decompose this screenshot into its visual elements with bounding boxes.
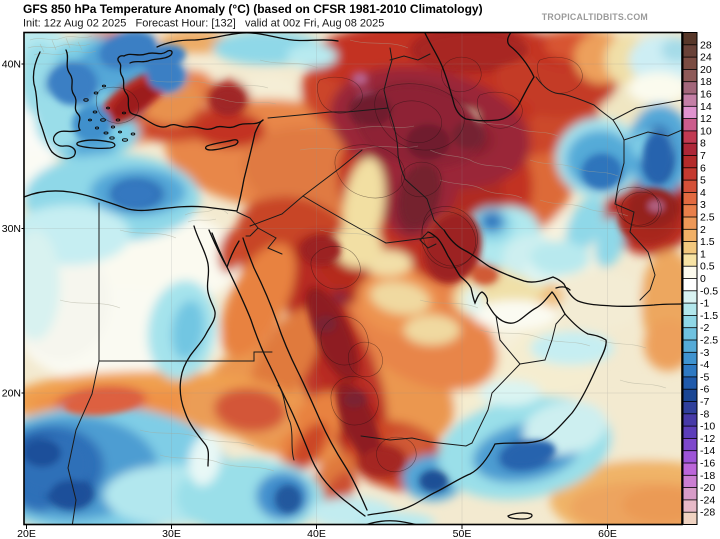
svg-text:-18: -18 [700,470,715,482]
svg-text:-16: -16 [700,458,715,470]
svg-text:GFS 850 hPa Temperature Anomal: GFS 850 hPa Temperature Anomaly (°C) (ba… [23,2,483,16]
svg-text:-8: -8 [700,408,709,420]
svg-text:2.5: 2.5 [700,212,715,224]
svg-text:7: 7 [700,150,706,162]
svg-text:-12: -12 [700,433,715,445]
svg-text:20E: 20E [17,528,36,539]
svg-text:8: 8 [700,138,706,150]
svg-text:-24: -24 [700,494,715,506]
svg-text:60E: 60E [598,528,617,539]
svg-text:Init: 12z Aug 02 2025 Foreca: Init: 12z Aug 02 2025 Forecast Hour: [13… [23,18,384,30]
svg-text:-20: -20 [700,482,715,494]
svg-text:-1.5: -1.5 [700,310,718,322]
svg-text:5: 5 [700,175,706,187]
svg-text:4: 4 [700,187,706,199]
svg-text:16: 16 [700,89,712,101]
svg-text:-6: -6 [700,384,709,396]
svg-text:12: 12 [700,113,712,125]
svg-text:-0.5: -0.5 [700,285,718,297]
svg-text:-2.5: -2.5 [700,335,718,347]
svg-text:-3: -3 [700,347,709,359]
svg-text:20: 20 [700,64,712,76]
svg-text:1.5: 1.5 [700,236,715,248]
svg-text:1: 1 [700,248,706,260]
svg-text:30E: 30E [162,528,181,539]
svg-text:-4: -4 [700,359,709,371]
svg-text:20N: 20N [2,388,21,400]
svg-text:-10: -10 [700,421,715,433]
svg-text:-1: -1 [700,298,709,310]
svg-text:0: 0 [700,273,706,285]
svg-text:2: 2 [700,224,706,236]
svg-text:TROPICALTIDBITS.COM: TROPICALTIDBITS.COM [542,12,648,22]
svg-text:3: 3 [700,199,706,211]
svg-text:18: 18 [700,76,712,88]
svg-text:24: 24 [700,52,712,64]
svg-text:30N: 30N [2,223,21,235]
svg-text:10: 10 [700,125,712,137]
svg-text:28: 28 [700,39,712,51]
svg-text:6: 6 [700,162,706,174]
svg-text:-14: -14 [700,445,715,457]
svg-text:40N: 40N [2,59,21,71]
svg-text:40E: 40E [307,528,326,539]
svg-text:-2: -2 [700,322,709,334]
svg-text:-7: -7 [700,396,709,408]
svg-text:0.5: 0.5 [700,261,715,273]
svg-text:14: 14 [700,101,712,113]
svg-text:-5: -5 [700,371,709,383]
svg-text:-28: -28 [700,507,715,519]
svg-text:50E: 50E [453,528,472,539]
